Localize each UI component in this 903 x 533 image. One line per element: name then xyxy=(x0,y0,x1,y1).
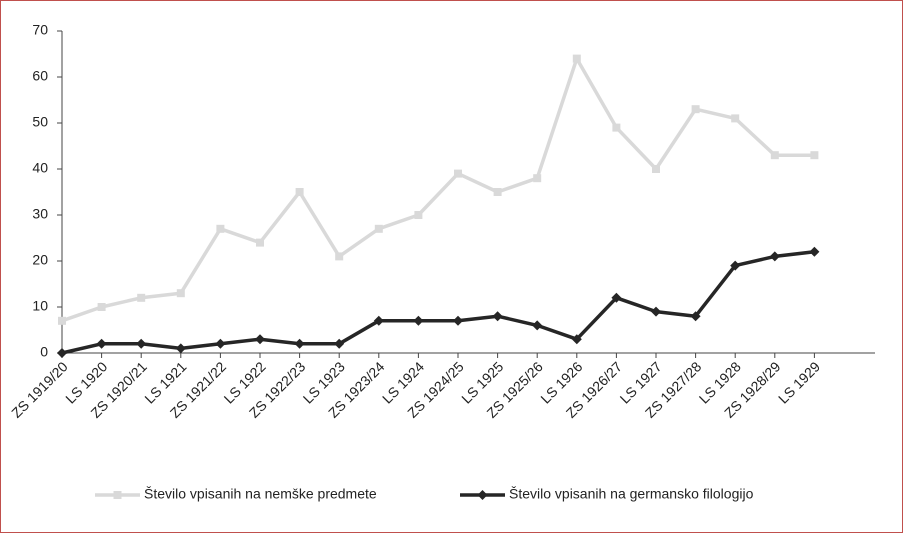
marker xyxy=(58,316,66,325)
marker xyxy=(175,343,186,354)
marker xyxy=(612,123,621,132)
marker xyxy=(532,320,543,331)
marker xyxy=(572,54,581,63)
marker xyxy=(493,188,502,196)
marker xyxy=(691,105,700,114)
marker xyxy=(113,491,122,499)
y-tick-label: 40 xyxy=(32,160,48,176)
marker xyxy=(137,293,146,302)
marker xyxy=(533,174,542,183)
legend-label: Število vpisanih na germansko filologijo xyxy=(509,486,754,502)
marker xyxy=(730,260,741,271)
marker xyxy=(810,151,819,160)
marker xyxy=(334,338,345,349)
marker xyxy=(809,246,820,257)
marker xyxy=(176,289,185,298)
marker xyxy=(413,315,424,326)
marker xyxy=(571,334,582,345)
marker xyxy=(215,338,226,349)
y-tick-label: 70 xyxy=(32,22,48,38)
marker xyxy=(57,348,67,358)
marker xyxy=(769,251,780,262)
marker xyxy=(136,338,147,349)
marker xyxy=(295,188,304,196)
marker xyxy=(414,211,423,219)
y-tick-label: 10 xyxy=(32,298,48,314)
marker xyxy=(651,306,661,317)
y-tick-label: 30 xyxy=(32,206,48,222)
marker xyxy=(96,338,107,349)
legend-label: Število vpisanih na nemške predmete xyxy=(144,486,377,502)
y-tick-label: 50 xyxy=(32,114,48,130)
marker xyxy=(453,315,463,326)
marker xyxy=(255,334,265,345)
marker xyxy=(731,114,740,123)
marker xyxy=(335,252,344,261)
marker xyxy=(454,169,462,178)
marker xyxy=(770,151,779,160)
marker xyxy=(97,303,106,311)
series-line xyxy=(61,250,815,355)
marker xyxy=(216,224,225,233)
marker xyxy=(374,224,383,233)
marker xyxy=(652,165,660,173)
marker xyxy=(611,292,622,303)
y-tick-label: 60 xyxy=(32,68,48,84)
marker xyxy=(492,311,503,322)
marker xyxy=(690,311,701,322)
marker xyxy=(256,238,264,247)
marker xyxy=(477,490,488,500)
series-line xyxy=(61,56,815,323)
marker xyxy=(294,338,305,349)
marker xyxy=(373,315,384,326)
y-tick-label: 0 xyxy=(40,344,48,360)
y-tick-label: 20 xyxy=(32,252,48,268)
